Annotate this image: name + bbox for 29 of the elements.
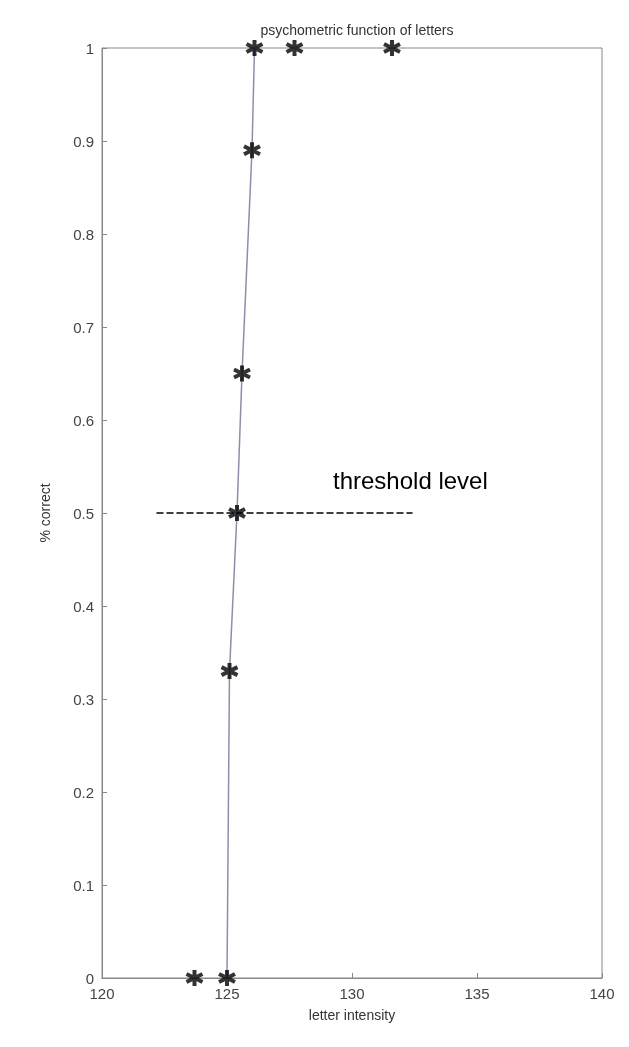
- point: [244, 38, 265, 58]
- y-tick-label: 0.2: [73, 783, 94, 801]
- x-tick-label: 140: [589, 985, 615, 1002]
- point: [219, 661, 240, 682]
- point: [284, 38, 305, 58]
- y-tick-label: 0.6: [73, 411, 94, 429]
- y-tick-label: 0.5: [73, 504, 94, 522]
- point: [227, 503, 247, 523]
- y-tick-label: 0.3: [73, 690, 94, 708]
- y-tick-label: 0.8: [73, 225, 94, 243]
- y-tick-label: 0: [85, 969, 94, 987]
- y-tick-label: 0.9: [73, 132, 94, 150]
- y-tick-label: 1: [85, 39, 94, 57]
- x-tick-label: 120: [89, 985, 115, 1002]
- point: [232, 363, 252, 384]
- point: [242, 140, 262, 161]
- annotation: threshold level: [333, 466, 488, 494]
- x-tick-label: 125: [214, 985, 240, 1002]
- y-tick-label: 0.1: [73, 876, 94, 894]
- y-axis-title: % correct: [37, 483, 53, 543]
- x-axis-title: letter intensity: [308, 1007, 396, 1023]
- chart-title: psychometric function of letters: [260, 22, 454, 38]
- point: [184, 968, 205, 988]
- y-tick-label: 0.7: [73, 318, 94, 336]
- x-tick-label: 130: [339, 985, 365, 1002]
- point: [382, 38, 402, 58]
- point: [217, 968, 237, 988]
- x-tick-label: 135: [464, 985, 490, 1002]
- y-tick-label: 0.4: [73, 597, 94, 615]
